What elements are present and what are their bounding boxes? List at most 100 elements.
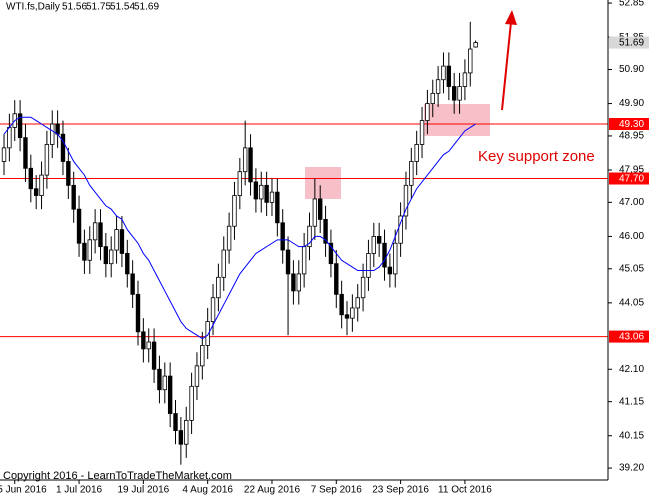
ohlc-high: 51.75	[86, 2, 111, 13]
y-tick-label: 47.00	[619, 197, 644, 208]
candle-body	[23, 137, 28, 169]
y-tick-label: 39.20	[619, 463, 644, 474]
last-price-box	[609, 36, 649, 49]
candle-body	[403, 184, 409, 217]
y-tick-label: 44.05	[619, 297, 644, 308]
candle-body	[435, 79, 441, 94]
candle-body	[371, 236, 377, 254]
y-tick-label: 41.15	[619, 396, 644, 407]
candle-body	[242, 147, 248, 173]
candle-body	[189, 385, 194, 421]
candle-body	[119, 229, 125, 254]
candle-body	[1, 147, 7, 162]
candle-body	[462, 72, 468, 87]
candle-body	[398, 215, 403, 244]
candle-body	[291, 273, 296, 292]
candle-body	[178, 430, 184, 445]
x-tick-label: 22 Aug 2016	[244, 485, 301, 496]
arrow-head	[505, 10, 517, 25]
candle-body	[264, 184, 269, 203]
candle-body	[28, 167, 34, 190]
arrow	[501, 21, 512, 111]
candle-body	[366, 253, 371, 278]
y-tick-label: 48.95	[619, 131, 644, 142]
x-tick-label: 11 Oct 2016	[438, 485, 492, 496]
candle-body	[194, 365, 200, 387]
candle-body	[33, 188, 39, 196]
candle-body	[82, 242, 87, 261]
x-tick-label: 5 Jun 2016	[0, 485, 47, 496]
candle-body	[184, 419, 189, 445]
candle-body	[98, 222, 103, 248]
candle-body	[135, 293, 141, 333]
candle-body	[355, 297, 360, 309]
candle-body	[301, 246, 307, 275]
support-zone	[424, 104, 490, 136]
level-label-box	[609, 330, 649, 343]
candle-body	[430, 92, 435, 104]
level-label-box	[609, 118, 649, 131]
candle-body	[275, 191, 280, 224]
candle-body	[146, 341, 151, 350]
candle-body	[414, 144, 419, 162]
candle-body	[210, 297, 216, 322]
x-tick-label: 1 Jul 2016	[56, 485, 103, 496]
candle-body	[360, 276, 366, 299]
candle-body	[216, 276, 221, 299]
candle-body	[205, 321, 210, 346]
candle-body	[318, 198, 323, 220]
candle-body	[323, 218, 328, 244]
y-tick-label: 40.15	[619, 430, 644, 441]
candle-body	[130, 273, 135, 295]
candle-body	[280, 222, 285, 251]
candle-body	[232, 195, 237, 227]
candle-body	[162, 375, 167, 391]
level-label-box	[609, 172, 649, 185]
candle-body	[307, 225, 312, 248]
candle-body	[253, 181, 259, 200]
ohlc-open: 51.56	[62, 2, 87, 13]
candle-body	[103, 246, 109, 265]
moving-average	[3, 116, 476, 340]
x-tick-label: 4 Aug 2016	[182, 485, 233, 496]
candle-body	[221, 249, 226, 278]
plot	[0, 21, 608, 465]
candle-body	[7, 127, 12, 149]
ohlc-low: 51.54	[110, 2, 135, 13]
y-tick-label: 42.10	[619, 364, 644, 375]
candle-body	[125, 253, 130, 275]
symbol: WTI.fs,Daily	[6, 2, 60, 13]
candle-body	[109, 249, 114, 265]
candle-body	[344, 314, 350, 319]
candle-body	[157, 368, 162, 391]
level-label: 49.30	[619, 119, 644, 130]
candle-body	[200, 345, 205, 367]
candle-body	[92, 222, 98, 241]
x-tick-label: 19 Jul 2016	[117, 485, 169, 496]
candle-body	[334, 263, 339, 295]
ohlc-close: 51.69	[134, 2, 159, 13]
candle-body	[76, 208, 82, 244]
x-tick-label: 7 Sep 2016	[311, 485, 363, 496]
candle-body	[387, 266, 393, 275]
resistance-zone	[305, 167, 341, 199]
candle-body	[468, 48, 473, 74]
level-label: 43.06	[619, 332, 644, 343]
candle-body	[39, 174, 44, 196]
candle-body	[237, 171, 243, 196]
y-tick-label: 45.05	[619, 263, 644, 274]
candle-body	[339, 293, 344, 316]
candle-body	[269, 191, 275, 203]
candle-body	[141, 331, 146, 350]
candle-body	[425, 103, 430, 121]
candle-body	[248, 147, 253, 183]
candle-body	[60, 133, 66, 162]
annotation: Key support zone	[478, 148, 595, 165]
x-tick-label: 23 Sep 2016	[372, 485, 429, 496]
candle-body	[44, 144, 50, 176]
candle-body	[441, 65, 446, 81]
candle-body	[55, 123, 60, 135]
candle-body	[226, 225, 232, 251]
candle-body	[285, 249, 291, 275]
